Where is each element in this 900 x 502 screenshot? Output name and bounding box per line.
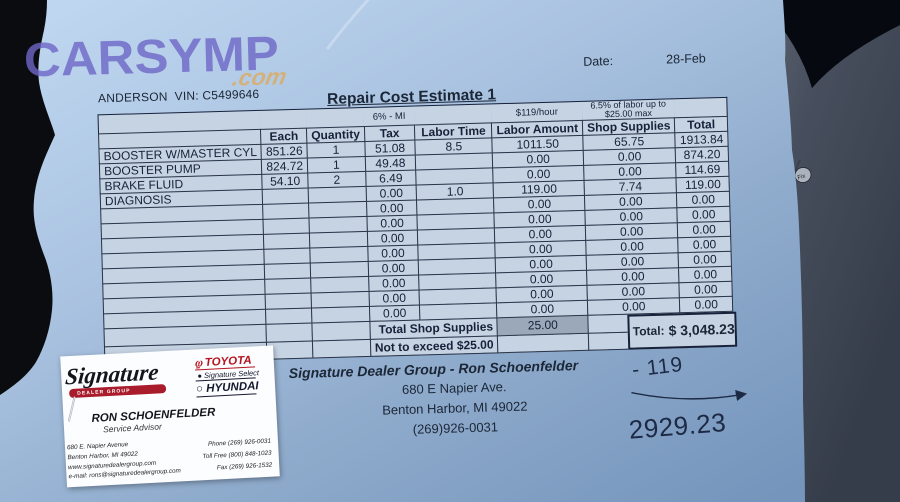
svg-text:2929.23: 2929.23 [628, 407, 728, 445]
svg-text:- 119: - 119 [631, 353, 685, 382]
